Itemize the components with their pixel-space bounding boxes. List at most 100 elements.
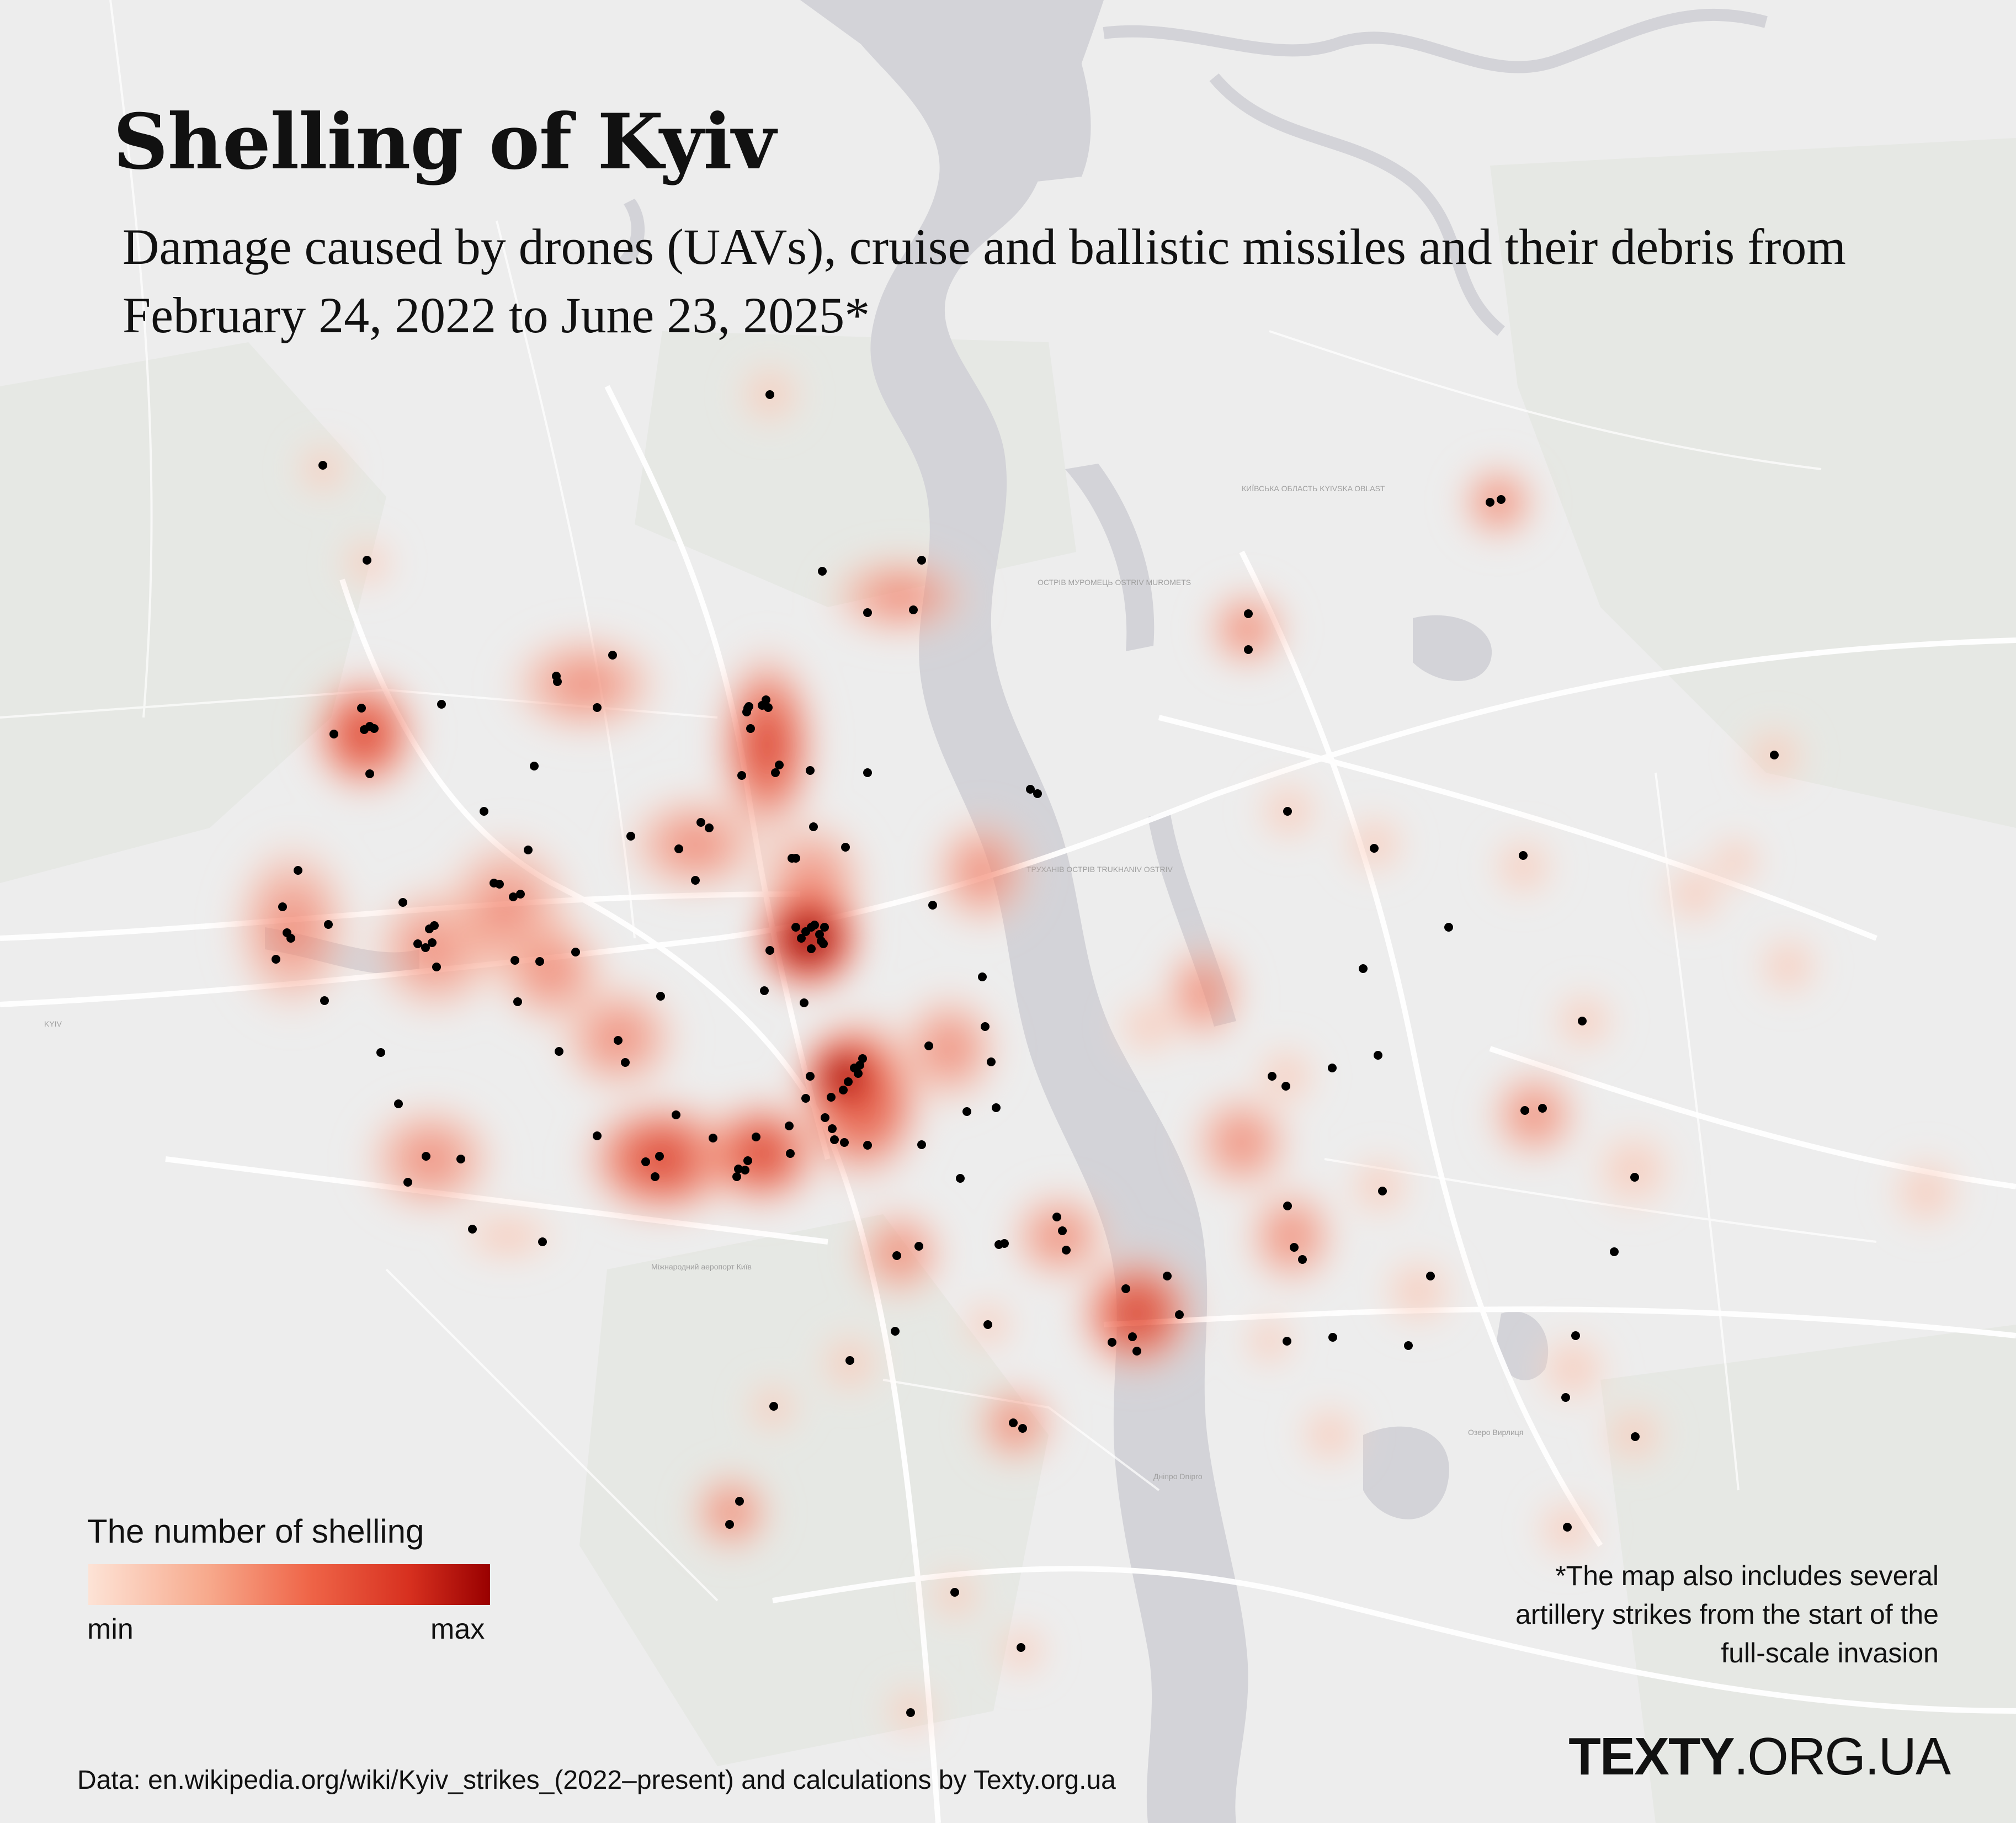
strike-point: [1009, 1418, 1018, 1427]
strike-point: [863, 608, 872, 617]
strike-point: [651, 1172, 659, 1181]
strike-point: [329, 730, 338, 738]
strike-point: [1052, 1213, 1061, 1221]
strike-point: [815, 930, 824, 939]
strike-point: [456, 1155, 465, 1163]
strike-point: [608, 651, 617, 660]
strike-point: [696, 818, 705, 827]
strike-point: [1290, 1243, 1299, 1252]
strike-point: [841, 843, 850, 852]
strike-point: [1283, 1202, 1292, 1210]
strike-point: [430, 921, 439, 930]
strike-point: [732, 1172, 741, 1181]
strike-point: [800, 998, 808, 1007]
strike-point: [744, 702, 753, 711]
strike-point: [1374, 1051, 1382, 1060]
strike-point: [797, 934, 806, 943]
strike-point: [801, 927, 810, 936]
strike-point: [437, 700, 446, 709]
strike-point: [820, 923, 829, 932]
texty-logo[interactable]: TEXTY.ORG.UA: [1568, 1726, 1951, 1787]
strike-point: [863, 768, 872, 777]
strike-point: [909, 605, 918, 614]
label-airport: Міжнародний аеропорт Київ: [651, 1262, 752, 1271]
strike-point: [495, 880, 504, 889]
strike-point: [1610, 1247, 1619, 1256]
strike-point: [1244, 609, 1253, 618]
strike-point: [272, 955, 280, 964]
strike-point: [278, 902, 287, 911]
strike-point: [1244, 645, 1253, 654]
strike-point: [827, 1093, 836, 1102]
label-kyiv-west: KYIV: [44, 1019, 62, 1028]
strike-point: [981, 1022, 990, 1031]
strike-point: [614, 1036, 623, 1045]
strike-point: [810, 921, 819, 929]
strike-point: [891, 1327, 900, 1336]
strike-point: [791, 923, 800, 932]
strike-point: [555, 1047, 563, 1056]
label-dnipro: Дніпро Dnipro: [1153, 1472, 1203, 1481]
strike-point: [1519, 851, 1528, 860]
strike-point: [571, 948, 580, 956]
strike-point: [656, 992, 665, 1001]
legend-max-label: max: [430, 1613, 485, 1645]
strike-point: [1026, 785, 1035, 794]
legend-min-label: min: [87, 1613, 134, 1645]
strike-point: [621, 1058, 630, 1067]
strike-point: [917, 556, 926, 565]
strike-point: [365, 769, 374, 778]
strike-point: [626, 832, 635, 841]
strike-point: [530, 762, 539, 770]
strike-point: [743, 1156, 752, 1165]
strike-point: [1563, 1523, 1572, 1532]
strike-point: [709, 1134, 717, 1142]
strike-point: [785, 1122, 794, 1130]
strike-point: [1017, 1643, 1025, 1652]
strike-point: [914, 1242, 923, 1251]
strike-point: [428, 938, 437, 947]
strike-point: [801, 1094, 810, 1103]
strike-point: [765, 946, 774, 955]
data-source: Data: en.wikipedia.org/wiki/Kyiv_strikes…: [77, 1766, 1116, 1795]
strike-point: [1770, 751, 1779, 759]
map-subtitle: Damage caused by drones (UAVs), cruise a…: [123, 219, 1846, 343]
strike-point: [394, 1099, 403, 1108]
strike-point: [786, 1149, 795, 1158]
strike-point: [1378, 1187, 1387, 1195]
strike-point: [1128, 1332, 1137, 1341]
strike-point: [1283, 1337, 1291, 1346]
strike-point: [480, 807, 488, 816]
strike-point: [840, 1138, 849, 1147]
strike-point: [641, 1157, 650, 1166]
strike-point: [357, 704, 366, 713]
strike-point: [1359, 964, 1368, 973]
strike-point: [1404, 1341, 1413, 1350]
strike-point: [294, 866, 302, 875]
strike-point: [468, 1225, 477, 1234]
strike-point: [917, 1140, 926, 1149]
strike-point: [513, 997, 522, 1006]
strike-point: [760, 986, 769, 995]
strike-point: [863, 1141, 872, 1150]
strike-point: [538, 1237, 547, 1246]
strike-point: [775, 761, 784, 769]
strike-point: [1121, 1284, 1130, 1293]
strike-point: [978, 972, 987, 981]
strike-point: [809, 822, 818, 831]
footnote: *The map also includes several artillery…: [1515, 1560, 1939, 1668]
strike-point: [1571, 1331, 1580, 1340]
strike-point: [1058, 1226, 1067, 1235]
strike-point: [807, 944, 816, 953]
strike-point: [892, 1251, 901, 1260]
logo-bold: TEXTY: [1568, 1727, 1735, 1786]
strike-point: [950, 1588, 959, 1597]
desna-river: [1103, 8, 1768, 336]
strike-point: [1370, 844, 1379, 853]
strike-point: [752, 1133, 760, 1141]
strike-point: [1268, 1072, 1276, 1081]
strike-point: [906, 1708, 915, 1717]
strike-point: [987, 1057, 996, 1066]
strike-point: [1298, 1255, 1307, 1264]
